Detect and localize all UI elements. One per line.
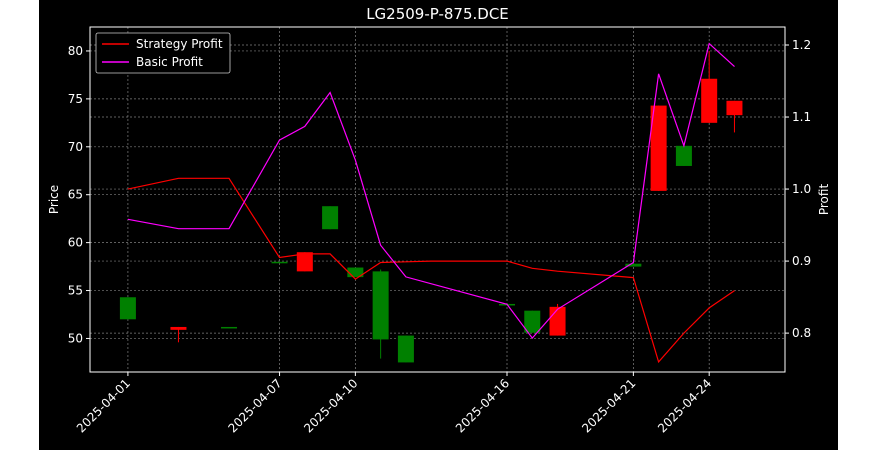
x-tick-label: 2025-04-21 bbox=[579, 376, 638, 435]
strategy-profit-line bbox=[127, 177, 735, 364]
candle-body bbox=[397, 335, 414, 363]
y2-tick-label: 1.2 bbox=[792, 38, 811, 52]
profit-lines bbox=[127, 42, 735, 364]
x-tick-label: 2025-04-07 bbox=[225, 376, 284, 435]
y-tick-label: 75 bbox=[68, 92, 83, 106]
candle-body bbox=[549, 306, 566, 336]
y2-axis-label: Profit bbox=[817, 184, 831, 216]
candle-body bbox=[119, 297, 136, 320]
y-axis-label: Price bbox=[47, 185, 61, 214]
candle-body bbox=[675, 145, 692, 166]
candle-body bbox=[650, 105, 667, 191]
y-tick-label: 55 bbox=[68, 284, 83, 298]
legend: Strategy Profit Basic Profit bbox=[95, 32, 231, 74]
figure-background bbox=[39, 0, 838, 450]
left-axis: 50 55 60 65 70 75 80 bbox=[68, 44, 90, 345]
plot-frame bbox=[89, 26, 786, 373]
chart-title: LG2509-P-875.DCE bbox=[366, 5, 509, 23]
y-tick-label: 70 bbox=[68, 140, 83, 154]
y2-tick-label: 1.0 bbox=[792, 182, 811, 196]
y2-tick-label: 1.1 bbox=[792, 110, 811, 124]
legend-label: Basic Profit bbox=[136, 55, 203, 69]
x-tick-label: 2025-04-01 bbox=[74, 376, 133, 435]
x-tick-label: 2025-04-16 bbox=[453, 376, 512, 435]
candle-body bbox=[322, 206, 339, 230]
candle-body bbox=[524, 310, 541, 333]
candle-body bbox=[625, 263, 642, 267]
candle-body bbox=[701, 78, 718, 123]
candle-body bbox=[221, 326, 237, 329]
candle-body bbox=[271, 261, 288, 264]
legend-label: Strategy Profit bbox=[136, 37, 223, 51]
x-tick-label: 2025-04-10 bbox=[301, 376, 360, 435]
y-tick-label: 65 bbox=[68, 188, 83, 202]
bottom-axis: 2025-04-01 2025-04-07 2025-04-10 2025-04-16… bbox=[74, 372, 714, 435]
candle-body bbox=[296, 252, 313, 272]
candle-body bbox=[372, 271, 389, 340]
y-tick-label: 50 bbox=[68, 331, 83, 345]
x-tick-label: 2025-04-24 bbox=[655, 376, 714, 435]
candle-body bbox=[726, 100, 743, 116]
right-axis: 0.8 0.9 1.0 1.1 1.2 bbox=[785, 38, 811, 340]
y2-tick-label: 0.8 bbox=[792, 326, 811, 340]
basic-profit-line bbox=[127, 42, 735, 340]
candle-body bbox=[347, 267, 364, 278]
candles bbox=[119, 50, 743, 363]
y2-tick-label: 0.9 bbox=[792, 254, 811, 268]
y-tick-label: 80 bbox=[68, 44, 83, 58]
grid-lines bbox=[90, 27, 785, 372]
y-tick-label: 60 bbox=[68, 236, 83, 250]
legend-box bbox=[95, 32, 231, 74]
candle-body bbox=[170, 326, 187, 330]
